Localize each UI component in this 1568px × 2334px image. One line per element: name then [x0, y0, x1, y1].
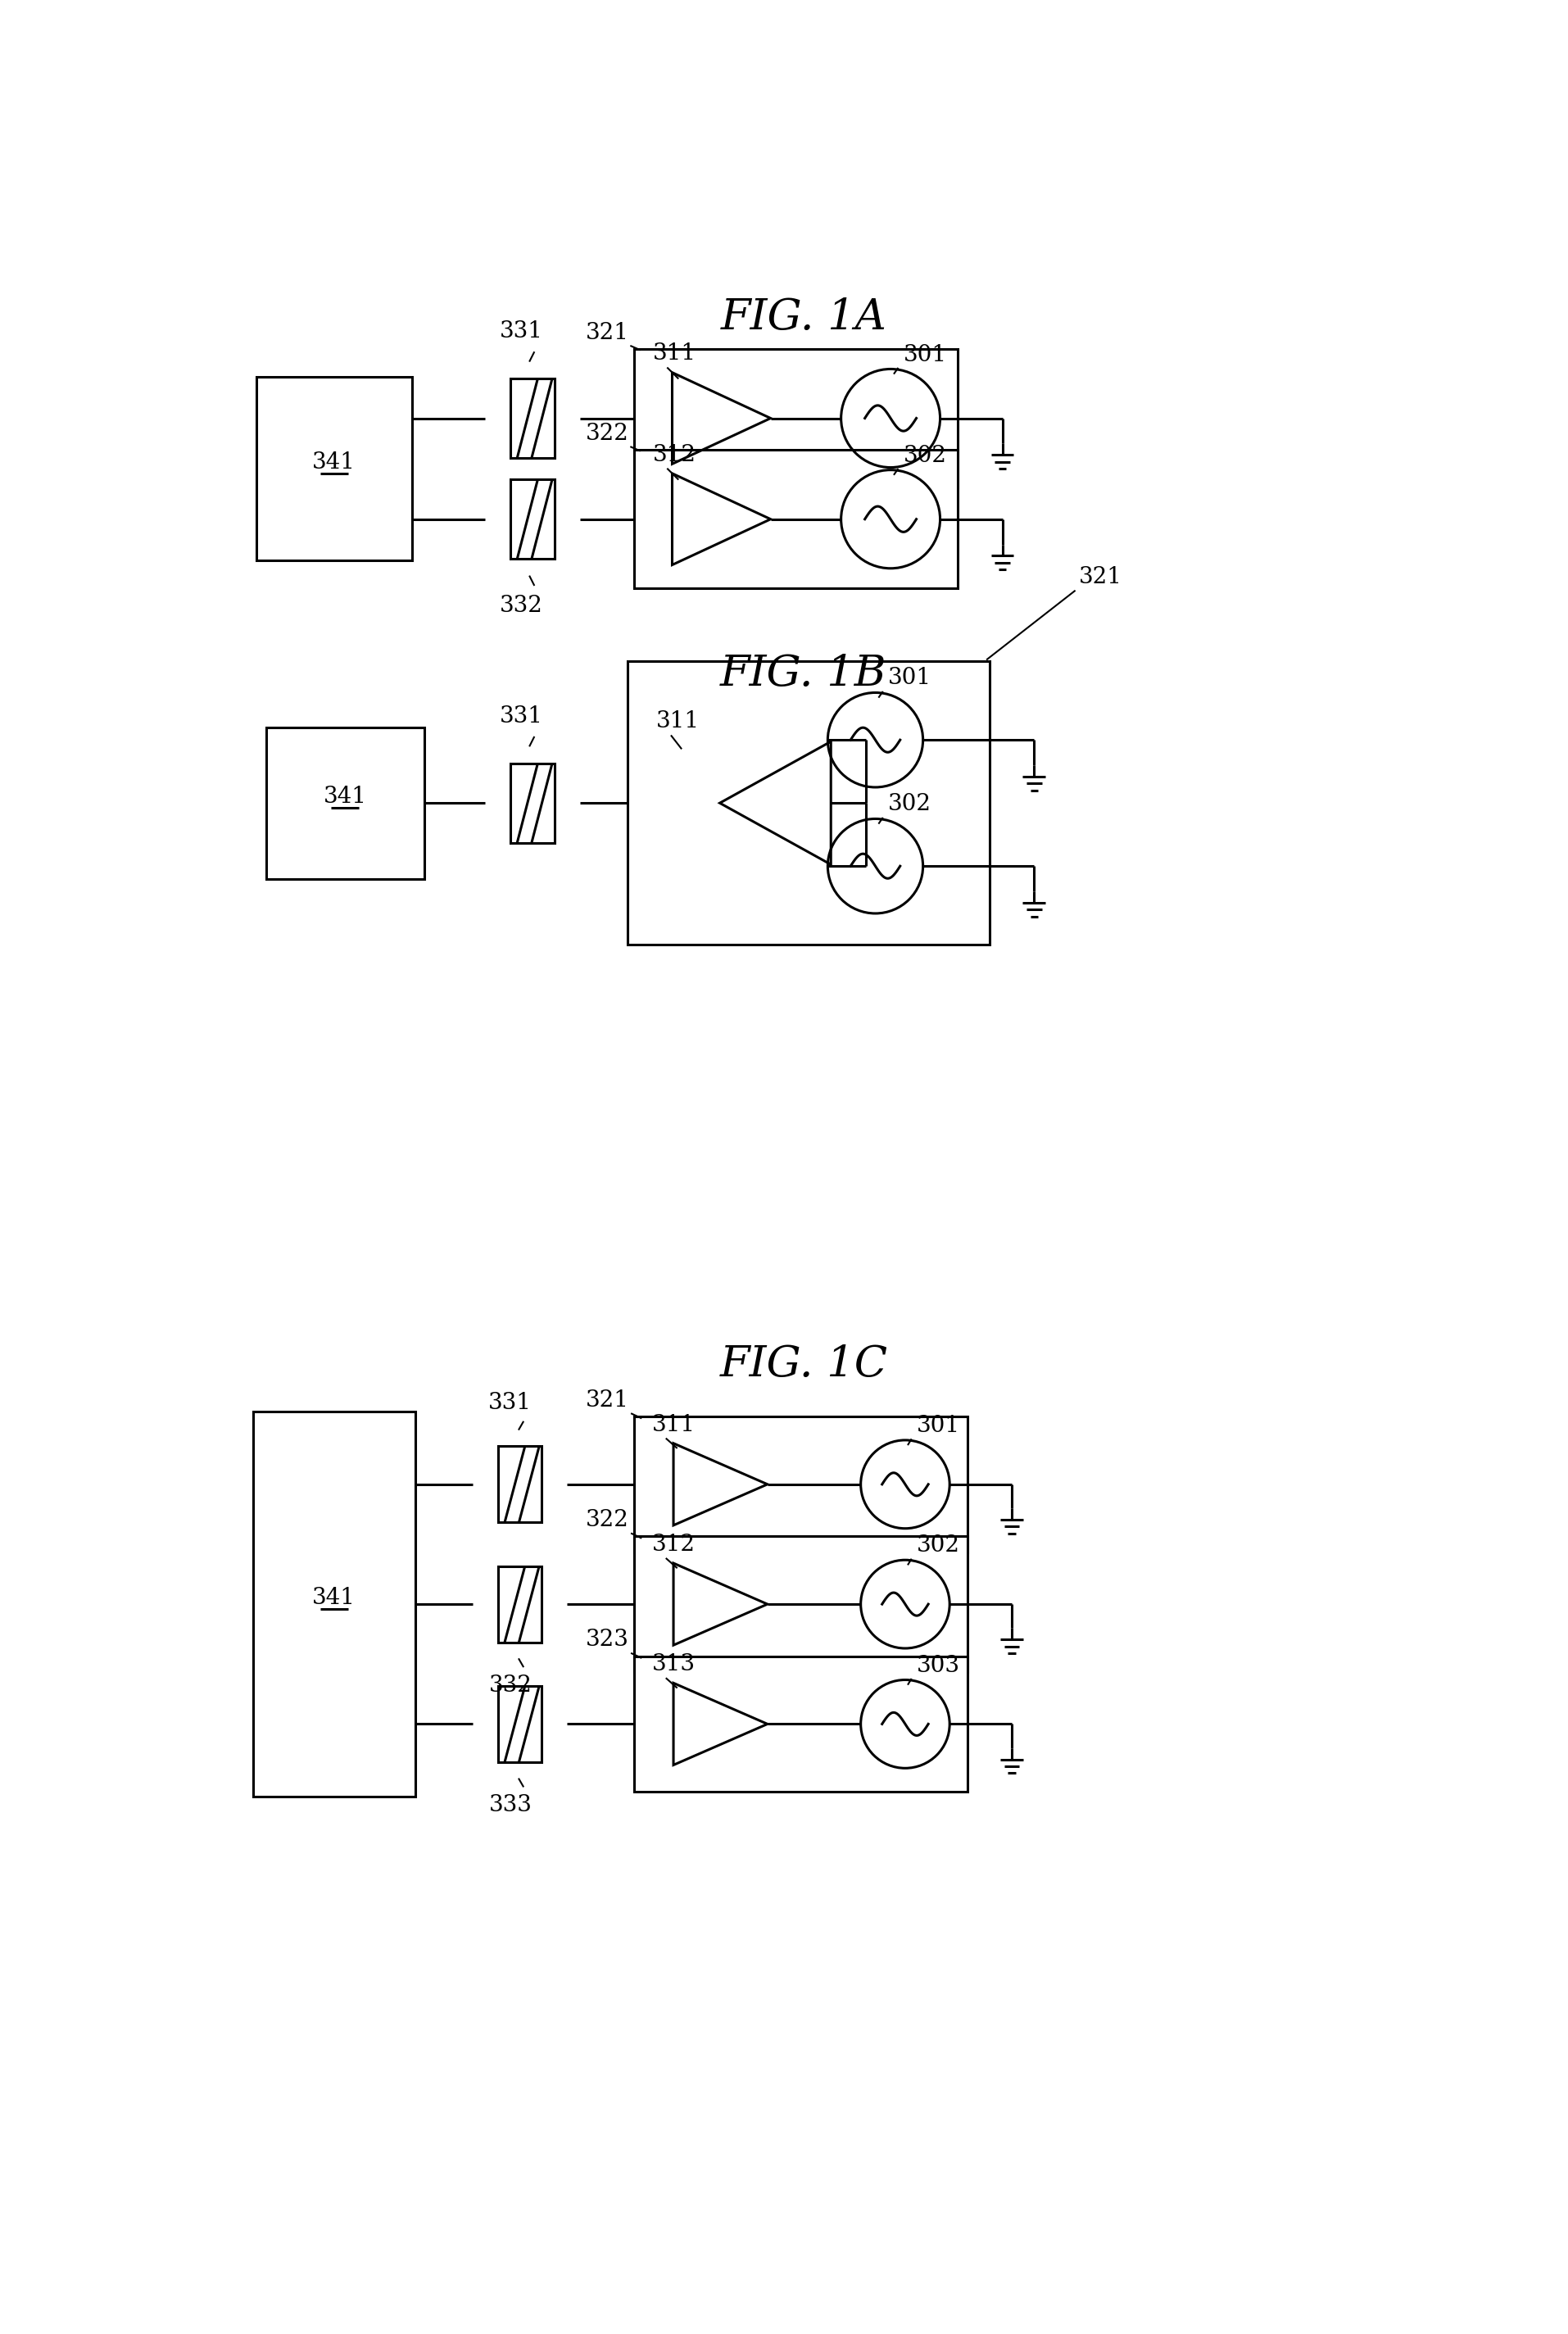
Text: 311: 311: [657, 710, 699, 733]
Bar: [633, 1536, 967, 1671]
Text: FIG. 1B: FIG. 1B: [720, 654, 887, 696]
Bar: [633, 1417, 967, 1552]
Text: 341: 341: [312, 450, 356, 474]
Bar: [511, 763, 555, 843]
Text: 341: 341: [312, 1587, 356, 1608]
Text: 311: 311: [654, 343, 696, 364]
Text: 321: 321: [1079, 567, 1123, 588]
Bar: [267, 728, 425, 878]
Text: 333: 333: [489, 1795, 532, 1816]
Text: FIG. 1A: FIG. 1A: [721, 296, 886, 338]
Text: 301: 301: [903, 343, 947, 366]
Text: 321: 321: [585, 1389, 629, 1412]
Text: 321: 321: [585, 322, 629, 343]
Text: 302: 302: [917, 1536, 960, 1557]
Text: 322: 322: [586, 1510, 629, 1531]
Bar: [499, 1447, 541, 1522]
Text: 312: 312: [654, 443, 696, 467]
Bar: [499, 1566, 541, 1643]
Text: 323: 323: [586, 1629, 629, 1650]
Bar: [511, 478, 555, 558]
Text: 301: 301: [917, 1414, 960, 1438]
Bar: [627, 661, 989, 945]
Bar: [511, 378, 555, 457]
Text: 322: 322: [586, 422, 629, 446]
Text: 332: 332: [489, 1673, 532, 1697]
Text: 301: 301: [887, 668, 931, 689]
Bar: [633, 348, 958, 488]
Text: 341: 341: [323, 787, 367, 808]
Text: 311: 311: [652, 1414, 695, 1435]
Text: 331: 331: [489, 1391, 532, 1414]
Text: 331: 331: [499, 705, 543, 728]
Bar: [633, 1657, 967, 1793]
Bar: [252, 1412, 416, 1797]
Text: 331: 331: [499, 320, 543, 343]
Bar: [256, 378, 412, 560]
Text: 313: 313: [652, 1652, 695, 1676]
Text: 302: 302: [903, 446, 947, 467]
Bar: [499, 1685, 541, 1762]
Text: 332: 332: [500, 595, 543, 616]
Bar: [633, 450, 958, 588]
Text: FIG. 1C: FIG. 1C: [720, 1344, 887, 1386]
Text: 302: 302: [887, 794, 931, 815]
Text: 303: 303: [917, 1655, 960, 1676]
Text: 312: 312: [652, 1533, 695, 1554]
